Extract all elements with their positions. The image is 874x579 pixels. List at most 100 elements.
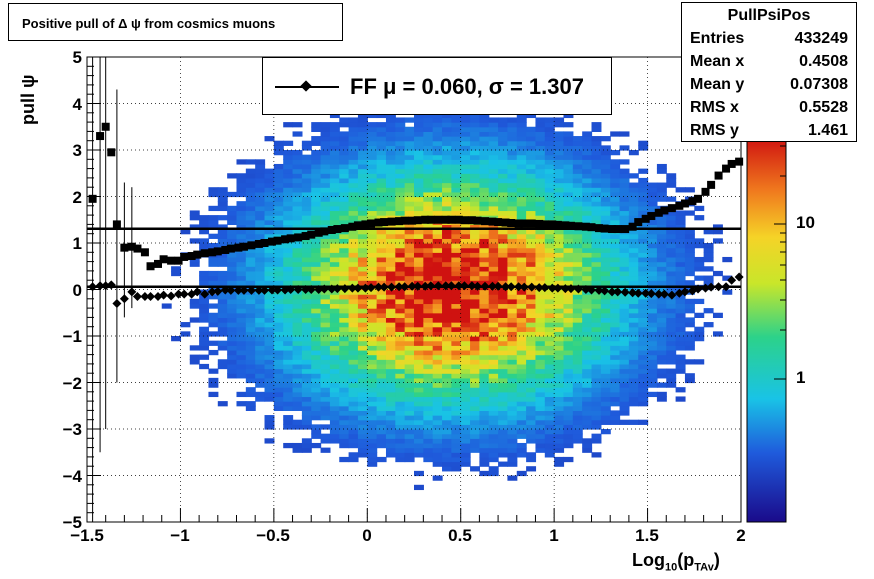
heatmap-cell	[245, 377, 256, 384]
heatmap-cell	[684, 280, 695, 286]
heatmap-cell	[507, 308, 518, 314]
heatmap-cell	[189, 298, 200, 305]
heatmap-cell	[479, 456, 490, 463]
heatmap-cell	[572, 303, 583, 309]
heatmap-cell	[348, 131, 359, 137]
heatmap-cell	[572, 415, 583, 421]
heatmap-cell	[404, 191, 415, 198]
heatmap-cell	[227, 252, 238, 258]
heatmap-cell	[348, 205, 359, 212]
heatmap-cell	[600, 387, 611, 393]
heatmap-cell	[516, 452, 527, 458]
heatmap-cell	[245, 322, 256, 328]
heatmap-cell	[423, 336, 434, 342]
heatmap-cell	[432, 373, 443, 379]
heatmap-cell	[236, 191, 247, 198]
mean-marker	[174, 289, 184, 299]
heatmap-cell	[479, 447, 490, 453]
heatmap-cell	[339, 261, 350, 267]
heatmap-cell	[498, 256, 509, 263]
heatmap-cell	[488, 191, 499, 198]
heatmap-cell	[647, 261, 658, 267]
heatmap-cell	[498, 322, 509, 328]
heatmap-cell	[554, 238, 565, 244]
heatmap-cell	[292, 163, 303, 170]
heatmap-cell	[264, 266, 275, 272]
heatmap-cell	[264, 303, 275, 309]
heatmap-cell	[348, 312, 359, 318]
heatmap-cell	[516, 331, 527, 337]
heatmap-cell	[619, 387, 630, 393]
heatmap-cell	[479, 298, 490, 305]
heatmap-cell	[245, 191, 256, 198]
heatmap-cell	[320, 210, 331, 216]
heatmap-cell	[423, 433, 434, 439]
heatmap-cell	[171, 266, 182, 272]
heatmap-cell	[600, 312, 611, 318]
heatmap-cell	[470, 117, 480, 123]
heatmap-cell	[357, 136, 368, 142]
heatmap-cell	[292, 363, 303, 370]
heatmap-cell	[292, 419, 303, 425]
heatmap-cell	[376, 354, 387, 360]
heatmap-cell	[432, 377, 443, 384]
heatmap-cell	[479, 336, 490, 342]
heatmap-cell	[563, 354, 574, 360]
mean-marker	[667, 290, 677, 300]
heatmap-cell	[395, 256, 406, 263]
heatmap-cell	[395, 363, 406, 370]
heatmap-cell	[610, 187, 621, 193]
heatmap-cell	[470, 303, 480, 309]
heatmap-cell	[479, 331, 490, 337]
heatmap-cell	[385, 326, 396, 332]
heatmap-cell	[507, 359, 518, 365]
heatmap-cell	[460, 163, 471, 170]
heatmap-cell	[432, 210, 443, 216]
heatmap-cell	[329, 429, 340, 435]
heatmap-cell	[544, 238, 555, 244]
heatmap-cell	[479, 177, 490, 184]
heatmap-cell	[628, 354, 639, 360]
heatmap-cell	[582, 331, 593, 337]
heatmap-cell	[292, 317, 303, 323]
heatmap-cell	[283, 359, 294, 365]
heatmap-cell	[516, 280, 527, 286]
heatmap-cell	[432, 252, 443, 258]
heatmap-cell	[694, 243, 705, 249]
heatmap-cell	[498, 405, 509, 411]
heatmap-cell	[264, 280, 275, 286]
heatmap-cell	[283, 177, 294, 184]
heatmap-cell	[311, 140, 322, 146]
heatmap-cell	[628, 219, 639, 225]
heatmap-cell	[404, 447, 415, 453]
heatmap-cell	[554, 243, 565, 249]
heatmap-cell	[572, 177, 583, 184]
heatmap-cell	[385, 391, 396, 398]
heatmap-cell	[544, 196, 555, 202]
heatmap-cell	[273, 298, 284, 305]
heatmap-cell	[666, 373, 677, 379]
heatmap-cell	[488, 229, 499, 235]
heatmap-cell	[647, 270, 658, 277]
heatmap-cell	[236, 363, 247, 370]
heatmap-cell	[311, 159, 322, 165]
heatmap-cell	[516, 415, 527, 421]
mean-marker	[480, 281, 490, 291]
heatmap-cell	[432, 229, 443, 235]
heatmap-cell	[563, 140, 574, 146]
heatmap-cell	[414, 377, 424, 384]
heatmap-cell	[535, 136, 546, 142]
heatmap-cell	[554, 391, 565, 398]
heatmap-cell	[442, 382, 452, 388]
heatmap-cell	[367, 461, 378, 467]
heatmap-cell	[320, 387, 331, 393]
heatmap-cell	[488, 442, 499, 449]
heatmap-cell	[367, 136, 378, 142]
heatmap-cell	[554, 461, 565, 467]
heatmap-cell	[432, 205, 443, 212]
heatmap-cell	[311, 433, 322, 439]
heatmap-cell	[414, 322, 424, 328]
heatmap-cell	[600, 326, 611, 332]
heatmap-cell	[600, 275, 611, 281]
heatmap-cell	[582, 447, 593, 453]
